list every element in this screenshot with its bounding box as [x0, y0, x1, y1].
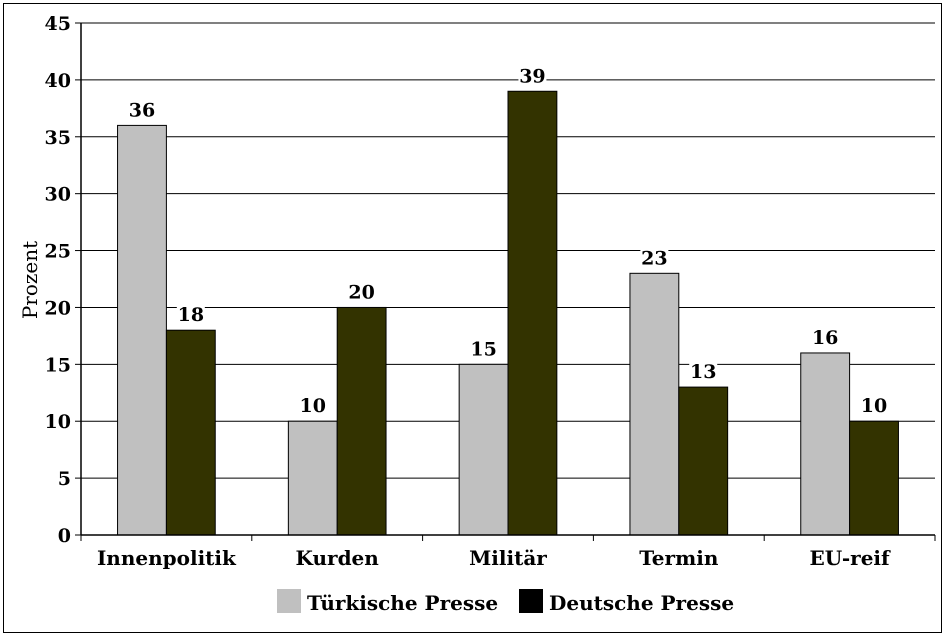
data-label-background — [860, 393, 889, 417]
data-label: 23 — [641, 247, 667, 269]
category-labels: Innenpolitik Kurden Militär Termin EU-reif — [97, 546, 891, 570]
bar — [165, 329, 216, 536]
data-label-background — [640, 245, 669, 269]
legend-label: Deutsche Presse — [549, 591, 734, 615]
bar — [117, 124, 167, 536]
data-label: 20 — [348, 281, 374, 303]
category-label: Kurden — [296, 546, 380, 570]
y-axis-label: Prozent — [18, 241, 42, 319]
bar — [678, 386, 729, 536]
y-tick-label: 40 — [45, 70, 71, 92]
data-label: 36 — [129, 99, 155, 121]
y-tick-label: 5 — [58, 468, 71, 490]
data-label-background — [127, 97, 156, 121]
y-tick-label: 10 — [45, 411, 71, 433]
bar — [336, 306, 387, 536]
data-label: 10 — [300, 395, 326, 417]
data-label-background — [298, 393, 327, 417]
legend-swatch — [519, 589, 543, 613]
bar — [458, 363, 509, 536]
data-label: 18 — [178, 304, 204, 326]
data-label: 15 — [470, 338, 496, 360]
data-label: 10 — [861, 395, 887, 417]
y-tick-labels: 0 5 10 15 20 25 30 35 40 45 — [45, 13, 71, 547]
category-label: EU-reif — [810, 546, 891, 570]
bar — [800, 352, 851, 536]
bar — [849, 420, 899, 536]
axes — [75, 22, 936, 541]
data-label-background — [689, 359, 718, 383]
y-tick-label: 35 — [45, 127, 71, 149]
legend-label: Türkische Presse — [307, 591, 498, 615]
data-label-background — [811, 324, 840, 348]
data-label-background — [518, 63, 547, 87]
y-tick-label: 25 — [45, 241, 71, 263]
category-label: Militär — [469, 546, 547, 570]
data-label-background — [176, 302, 205, 326]
category-label: Innenpolitik — [97, 546, 237, 570]
bar — [287, 420, 338, 536]
y-tick-label: 30 — [45, 184, 71, 206]
data-label: 39 — [519, 65, 545, 87]
bar — [507, 90, 558, 536]
bars — [117, 90, 899, 536]
data-labels: 36 18 10 20 15 39 23 13 16 10 — [127, 63, 889, 417]
legend: Türkische Presse Deutsche Presse — [277, 589, 734, 615]
y-tick-label: 15 — [45, 354, 71, 376]
data-label-background — [347, 279, 376, 303]
legend-swatch — [277, 589, 301, 613]
data-label: 16 — [812, 327, 838, 349]
y-tick-label: 45 — [45, 13, 71, 35]
y-tick-label: 0 — [58, 525, 71, 547]
data-label: 13 — [690, 361, 716, 383]
category-label: Termin — [639, 546, 719, 570]
bar — [629, 272, 680, 536]
data-label-background — [469, 336, 498, 360]
y-tick-label: 20 — [45, 297, 71, 319]
